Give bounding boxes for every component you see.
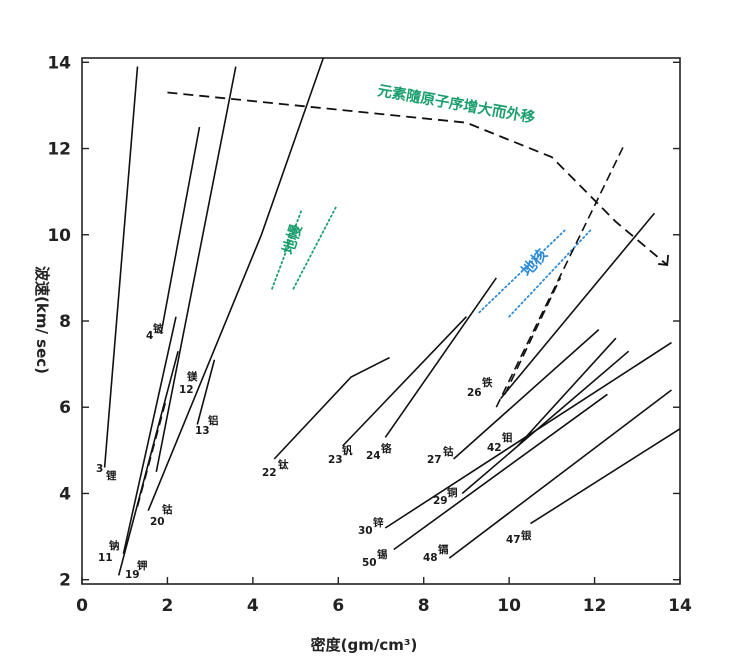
element-name-label: 钒 <box>342 444 353 457</box>
x-tick-label: 0 <box>76 596 88 616</box>
series-line <box>342 316 467 447</box>
element-number-label: 3 <box>96 463 103 475</box>
element-number-label: 42 <box>487 442 502 454</box>
y-tick-label: 8 <box>59 312 71 332</box>
element-name-label: 钛 <box>278 458 289 471</box>
trend-arrowhead <box>658 254 670 266</box>
element-name-label: 铝 <box>208 414 219 427</box>
x-tick-label: 2 <box>162 596 174 616</box>
x-tick-label: 6 <box>332 596 344 616</box>
series-line <box>495 143 626 408</box>
element-name-label: 钼 <box>502 431 513 444</box>
series-line <box>147 57 325 512</box>
element-number-label: 24 <box>366 450 381 462</box>
series-line <box>155 66 237 473</box>
axis-ticks <box>81 61 681 584</box>
y-axis-label: 波速(km/ sec) <box>33 266 51 374</box>
element-number-label: 29 <box>433 495 448 507</box>
element-number-label: 23 <box>328 454 343 466</box>
series-line <box>453 329 600 460</box>
element-name-label: 锡 <box>377 548 388 561</box>
mantle-band-line <box>292 205 338 290</box>
element-name-label: 铬 <box>381 442 392 455</box>
element-name-label: 钾 <box>137 559 148 572</box>
series-line <box>384 277 497 438</box>
series-line <box>504 277 562 395</box>
core-label: 地核 <box>518 245 551 279</box>
y-tick-label: 10 <box>47 226 71 246</box>
core-band-line <box>508 229 592 318</box>
series-line <box>122 316 177 554</box>
y-tick-label: 2 <box>59 571 71 591</box>
y-tick-label: 4 <box>59 484 71 504</box>
trend-arrow-line <box>167 91 668 266</box>
x-tick-label: 12 <box>583 596 607 616</box>
series-line <box>196 359 216 425</box>
mantle-label: 地幔 <box>279 221 306 256</box>
element-name-label: 锌 <box>373 516 384 529</box>
element-name-label: 镉 <box>438 543 449 556</box>
x-tick-label: 10 <box>497 596 521 616</box>
element-name-label: 钴 <box>443 445 454 458</box>
y-tick-label: 14 <box>47 53 71 73</box>
element-number-label: 19 <box>125 569 140 581</box>
series-line <box>499 212 656 400</box>
series-line <box>160 126 201 335</box>
element-name-label: 铁 <box>482 376 493 389</box>
x-tick-label: 14 <box>668 596 692 616</box>
element-number-label: 22 <box>262 467 277 479</box>
element-name-label: 钴 <box>162 503 173 516</box>
element-name-label: 铍 <box>153 322 164 335</box>
series-line <box>461 350 630 495</box>
element-number-label: 13 <box>195 425 210 437</box>
element-number-label: 47 <box>506 534 521 546</box>
series-line <box>530 428 681 525</box>
series-line <box>136 402 167 507</box>
y-tick-label: 12 <box>47 140 71 160</box>
element-number-label: 30 <box>358 525 373 537</box>
x-axis-label: 密度(gm/cm³) <box>311 636 418 654</box>
core-band-line <box>478 229 566 314</box>
element-number-label: 27 <box>427 454 442 466</box>
element-name-label: 锂 <box>106 469 117 482</box>
element-number-label: 12 <box>179 384 194 396</box>
series-line <box>273 356 390 460</box>
element-number-label: 26 <box>467 387 482 399</box>
element-number-label: 48 <box>423 552 438 564</box>
x-tick-label: 4 <box>247 596 259 616</box>
trend-arrow-label: 元素隨原子序增大而外移 <box>376 81 537 127</box>
element-name-label: 钠 <box>109 539 120 552</box>
trend-arrow <box>167 91 670 266</box>
series-line <box>448 389 672 559</box>
x-tick-label: 8 <box>418 596 430 616</box>
mantle-band-line <box>271 208 303 290</box>
series-line <box>393 393 608 551</box>
series-line <box>384 341 672 529</box>
element-number-label: 20 <box>150 516 165 528</box>
element-number-label: 50 <box>362 557 377 569</box>
element-name-label: 镁 <box>187 370 198 383</box>
y-tick-label: 6 <box>59 398 71 418</box>
element-number-label: 4 <box>146 330 153 342</box>
element-name-label: 银 <box>521 529 532 542</box>
region-bands <box>271 205 592 318</box>
series-lines <box>103 57 681 576</box>
series-line <box>103 66 139 468</box>
element-name-label: 铜 <box>447 486 458 499</box>
series-line <box>517 337 617 447</box>
element-number-label: 11 <box>98 552 113 564</box>
